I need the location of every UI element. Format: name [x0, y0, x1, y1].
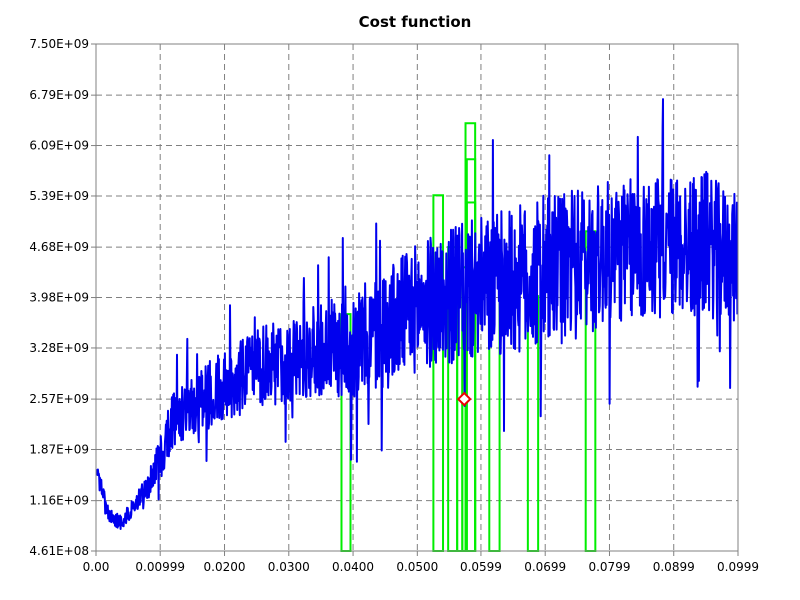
marker-layer: [456, 391, 472, 407]
x-tick-label: 0.0200: [204, 560, 246, 574]
x-axis: 0.00 0.00999 0.0200 0.0300 0.0400 0.0500 0.059…: [83, 551, 759, 574]
x-tick-label: 0.0500: [396, 560, 438, 574]
y-tick-label: 3.98E+09: [29, 291, 89, 305]
diamond-marker: [456, 391, 472, 407]
chart-title: Cost function: [359, 13, 472, 31]
x-tick-label: 0.0300: [268, 560, 310, 574]
y-tick-label: 4.68E+09: [29, 240, 89, 254]
x-tick-label: 0.00: [83, 560, 110, 574]
y-tick-label: 1.87E+09: [29, 443, 89, 457]
y-tick-label: 6.09E+09: [29, 139, 89, 153]
y-tick-label: 3.28E+09: [29, 341, 89, 355]
x-tick-label: 0.0699: [524, 560, 566, 574]
x-tick-label: 0.0400: [332, 560, 374, 574]
y-tick-label: 1.16E+09: [29, 494, 89, 508]
x-tick-label: 0.0899: [653, 560, 695, 574]
x-tick-label: 0.00999: [135, 560, 185, 574]
line-series: [95, 98, 739, 530]
x-tick-label: 0.0799: [588, 560, 630, 574]
y-tick-label: 6.79E+09: [29, 88, 89, 102]
x-tick-label: 0.0999: [717, 560, 759, 574]
cost-line: [95, 98, 739, 530]
y-axis: 4.61E+08 1.16E+09 1.87E+09 2.57E+09 3.28E+09…: [29, 37, 96, 558]
y-tick-label: 5.39E+09: [29, 189, 89, 203]
y-tick-label: 4.61E+08: [29, 544, 89, 558]
y-tick-label: 7.50E+09: [29, 37, 89, 51]
y-tick-label: 2.57E+09: [29, 392, 89, 406]
x-tick-label: 0.0599: [460, 560, 502, 574]
